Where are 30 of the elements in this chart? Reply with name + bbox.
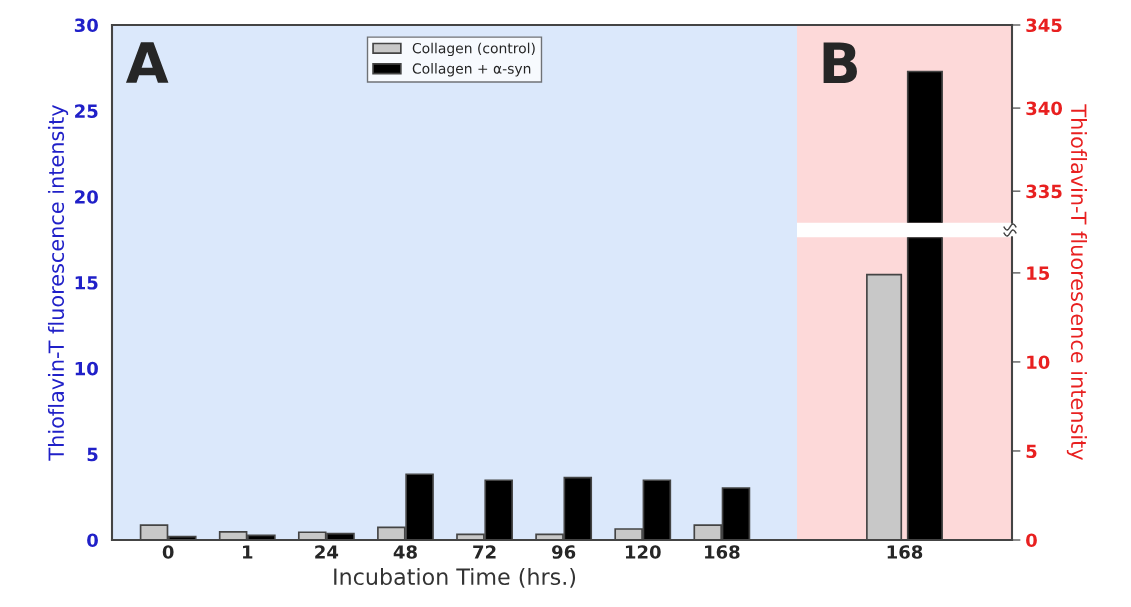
x-tick-label: 1 bbox=[243, 545, 253, 559]
x-tick-label: 72 bbox=[473, 545, 496, 559]
legend-label: Collagen + α-syn bbox=[412, 63, 531, 77]
y-tick-label: 10 bbox=[75, 361, 98, 376]
annotation: A bbox=[125, 42, 169, 83]
x-tick-label: 168 bbox=[887, 545, 923, 559]
y2-tick-label: 340 bbox=[1026, 101, 1063, 116]
y-tick-label: 30 bbox=[74, 18, 98, 33]
x-tick-label: 48 bbox=[393, 545, 417, 559]
y-tick-label: 20 bbox=[75, 190, 98, 204]
annotation: B bbox=[823, 42, 857, 84]
y2-tick-label: 15 bbox=[1027, 266, 1050, 281]
x-axis-title: Incubation Time (hrs.) bbox=[334, 567, 576, 588]
y-tick-label: 0 bbox=[87, 533, 98, 548]
legend-label: Collagen (control) bbox=[412, 42, 535, 57]
y2-tick-label: 345 bbox=[1026, 18, 1062, 33]
y2-tick-label: 335 bbox=[1026, 184, 1062, 199]
y2-tick-label: 10 bbox=[1027, 355, 1050, 370]
y-tick-label: 5 bbox=[87, 447, 98, 462]
y-axis-title: Thioflavin-T fluorescence intensity bbox=[47, 105, 69, 461]
x-tick-label: 96 bbox=[552, 545, 576, 559]
y-tick-label: 15 bbox=[75, 276, 98, 290]
x-tick-label: 120 bbox=[625, 545, 661, 559]
y2-axis-title: Thioflavin-T fluorescence intensity bbox=[1066, 104, 1087, 460]
x-tick-label: 168 bbox=[705, 545, 740, 559]
x-tick-label: 0 bbox=[162, 545, 174, 559]
x-tick-label: 24 bbox=[315, 545, 339, 559]
y-tick-label: 25 bbox=[75, 104, 98, 118]
y2-tick-label: 5 bbox=[1026, 444, 1037, 459]
y2-tick-label: 0 bbox=[1026, 533, 1037, 548]
